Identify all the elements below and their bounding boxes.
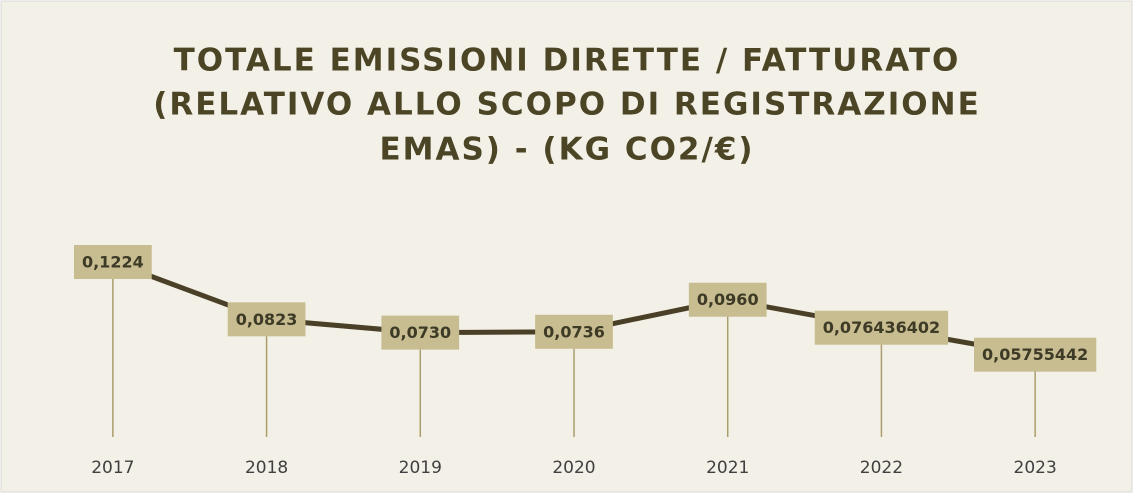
chart-title: TOTALE EMISSIONI DIRETTE / FATTURATO bbox=[174, 43, 961, 79]
value-label-box bbox=[73, 245, 152, 279]
x-tick-label: 2020 bbox=[552, 458, 595, 478]
value-label: 0,1224 bbox=[82, 253, 144, 272]
value-label: 0,0736 bbox=[543, 322, 605, 341]
chart-title: EMAS) - (KG CO2/€) bbox=[379, 132, 754, 168]
value-label: 0,0823 bbox=[236, 310, 298, 329]
value-label: 0,076436402 bbox=[823, 318, 940, 337]
value-label-box bbox=[535, 314, 613, 349]
x-tick-label: 2017 bbox=[91, 458, 134, 478]
x-tick-label: 2022 bbox=[860, 458, 903, 478]
value-label: 0,0730 bbox=[389, 323, 451, 342]
x-tick-label: 2023 bbox=[1014, 458, 1057, 478]
x-tick-label: 2021 bbox=[706, 458, 749, 478]
value-label-box bbox=[974, 337, 1097, 372]
value-label-box bbox=[381, 315, 460, 350]
chart-title: (RELATIVO ALLO SCOPO DI REGISTRAZIONE bbox=[153, 87, 981, 123]
x-tick-label: 2018 bbox=[245, 458, 288, 478]
value-label-box bbox=[688, 282, 767, 317]
x-tick-label: 2019 bbox=[399, 458, 442, 478]
value-label-box bbox=[814, 310, 949, 345]
value-label-box bbox=[227, 302, 306, 337]
value-label: 0,0960 bbox=[697, 290, 759, 309]
value-label: 0,05755442 bbox=[982, 345, 1088, 364]
